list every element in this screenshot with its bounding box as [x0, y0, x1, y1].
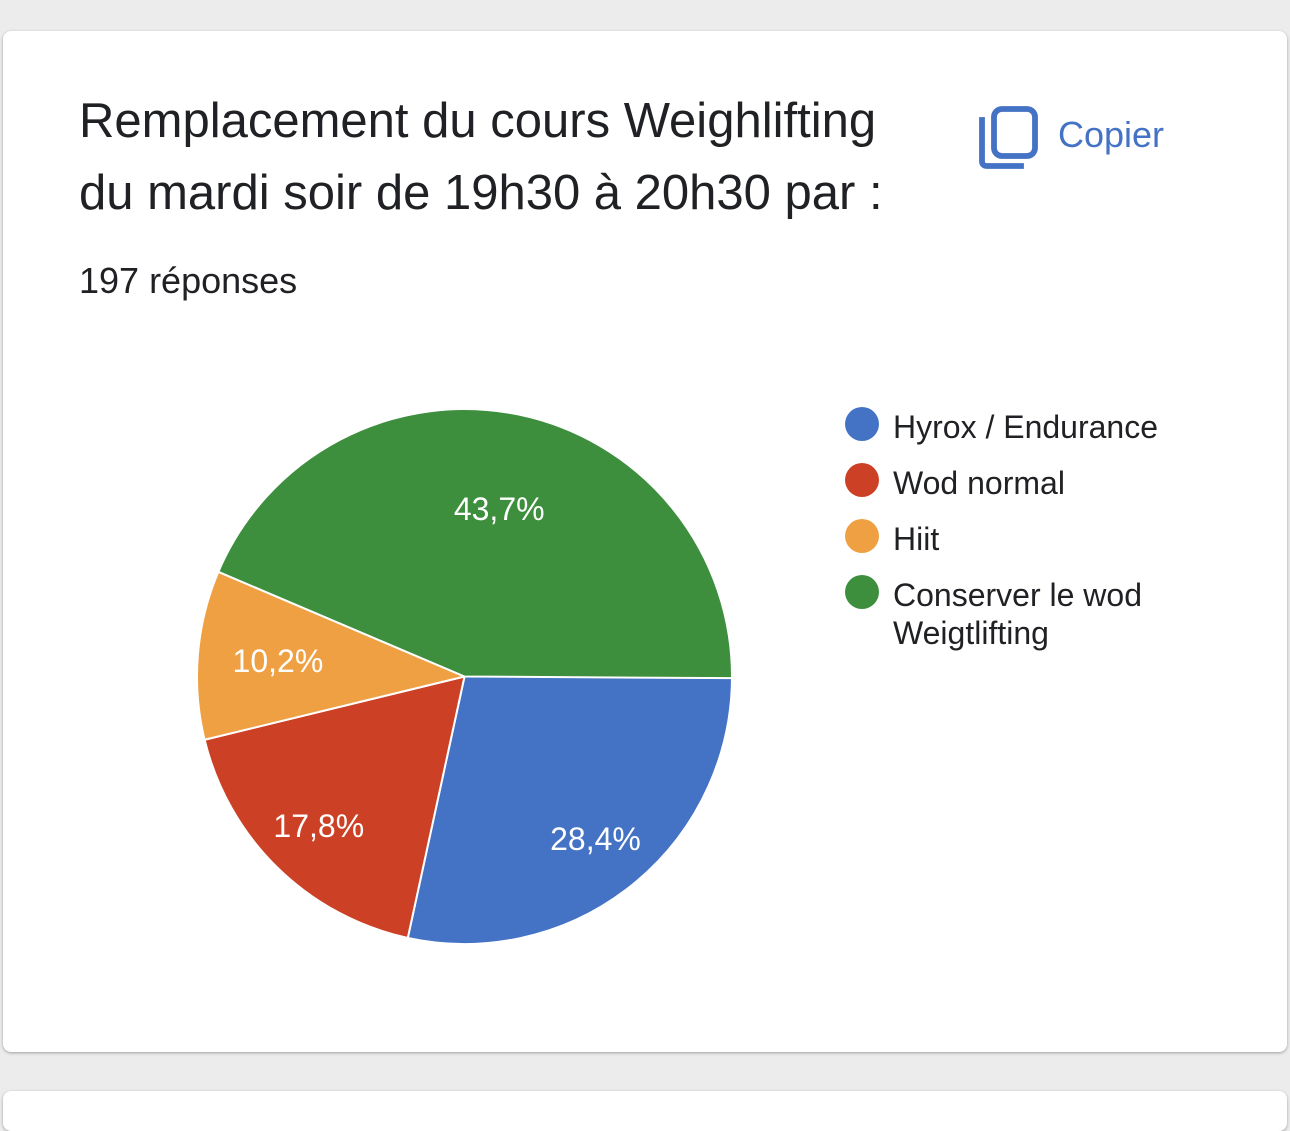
svg-text:10,2%: 10,2% [233, 643, 324, 679]
svg-text:28,4%: 28,4% [550, 821, 641, 857]
svg-text:17,8%: 17,8% [273, 808, 364, 844]
svg-text:43,7%: 43,7% [454, 491, 545, 527]
